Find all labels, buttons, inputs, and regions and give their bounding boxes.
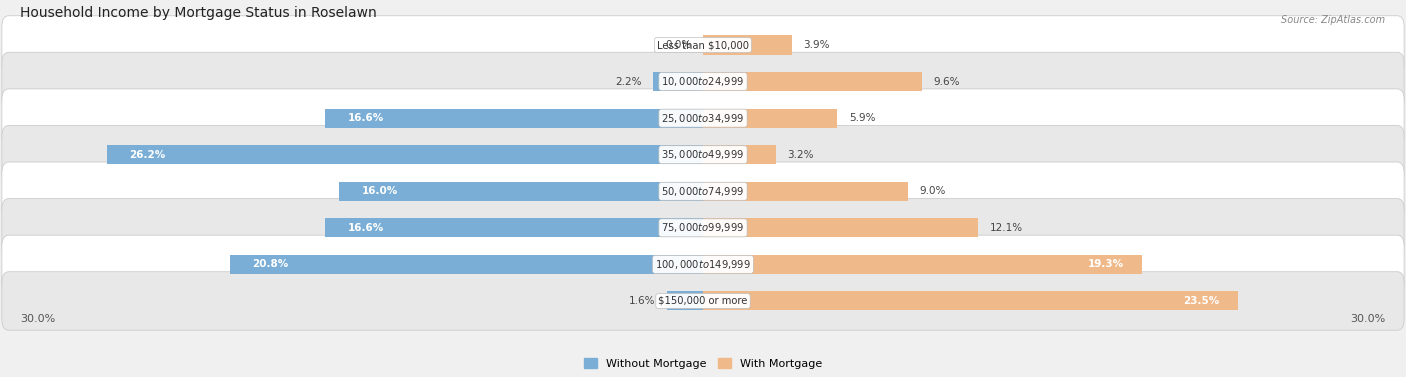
Bar — [703, 35, 792, 55]
Bar — [339, 182, 703, 201]
Text: 9.0%: 9.0% — [920, 186, 946, 196]
Text: Source: ZipAtlas.com: Source: ZipAtlas.com — [1281, 15, 1385, 25]
Text: $75,000 to $99,999: $75,000 to $99,999 — [661, 221, 745, 234]
Text: Household Income by Mortgage Status in Roselawn: Household Income by Mortgage Status in R… — [20, 6, 377, 20]
Legend: Without Mortgage, With Mortgage: Without Mortgage, With Mortgage — [579, 354, 827, 373]
Text: 2.2%: 2.2% — [614, 77, 641, 87]
Bar — [703, 145, 776, 164]
Text: $35,000 to $49,999: $35,000 to $49,999 — [661, 148, 745, 161]
FancyBboxPatch shape — [1, 52, 1405, 111]
Bar — [107, 145, 703, 164]
Text: 16.6%: 16.6% — [347, 223, 384, 233]
Bar — [229, 255, 703, 274]
Bar — [325, 218, 703, 238]
FancyBboxPatch shape — [1, 126, 1405, 184]
Text: 3.9%: 3.9% — [803, 40, 830, 50]
FancyBboxPatch shape — [1, 199, 1405, 257]
FancyBboxPatch shape — [1, 272, 1405, 330]
Bar — [703, 109, 838, 128]
Text: 30.0%: 30.0% — [1351, 314, 1386, 323]
Text: 3.2%: 3.2% — [787, 150, 814, 160]
Text: $10,000 to $24,999: $10,000 to $24,999 — [661, 75, 745, 88]
Bar — [703, 182, 908, 201]
Bar — [703, 255, 1142, 274]
Text: 1.6%: 1.6% — [628, 296, 655, 306]
Text: $100,000 to $149,999: $100,000 to $149,999 — [655, 258, 751, 271]
Text: 20.8%: 20.8% — [252, 259, 288, 270]
Text: 5.9%: 5.9% — [849, 113, 875, 123]
Bar — [325, 109, 703, 128]
Text: $150,000 or more: $150,000 or more — [658, 296, 748, 306]
Text: Less than $10,000: Less than $10,000 — [657, 40, 749, 50]
Bar — [666, 291, 703, 311]
FancyBboxPatch shape — [1, 89, 1405, 147]
Text: $25,000 to $34,999: $25,000 to $34,999 — [661, 112, 745, 125]
Text: 26.2%: 26.2% — [129, 150, 166, 160]
Text: $50,000 to $74,999: $50,000 to $74,999 — [661, 185, 745, 198]
Text: 23.5%: 23.5% — [1184, 296, 1220, 306]
Text: 12.1%: 12.1% — [990, 223, 1024, 233]
Text: 0.0%: 0.0% — [665, 40, 692, 50]
Bar — [652, 72, 703, 91]
Text: 30.0%: 30.0% — [20, 314, 55, 323]
FancyBboxPatch shape — [1, 16, 1405, 74]
Text: 16.0%: 16.0% — [361, 186, 398, 196]
Text: 16.6%: 16.6% — [347, 113, 384, 123]
Bar — [703, 291, 1237, 311]
FancyBboxPatch shape — [1, 162, 1405, 221]
Bar — [703, 218, 979, 238]
Text: 19.3%: 19.3% — [1088, 259, 1125, 270]
Bar — [703, 72, 921, 91]
FancyBboxPatch shape — [1, 235, 1405, 294]
Text: 9.6%: 9.6% — [934, 77, 959, 87]
